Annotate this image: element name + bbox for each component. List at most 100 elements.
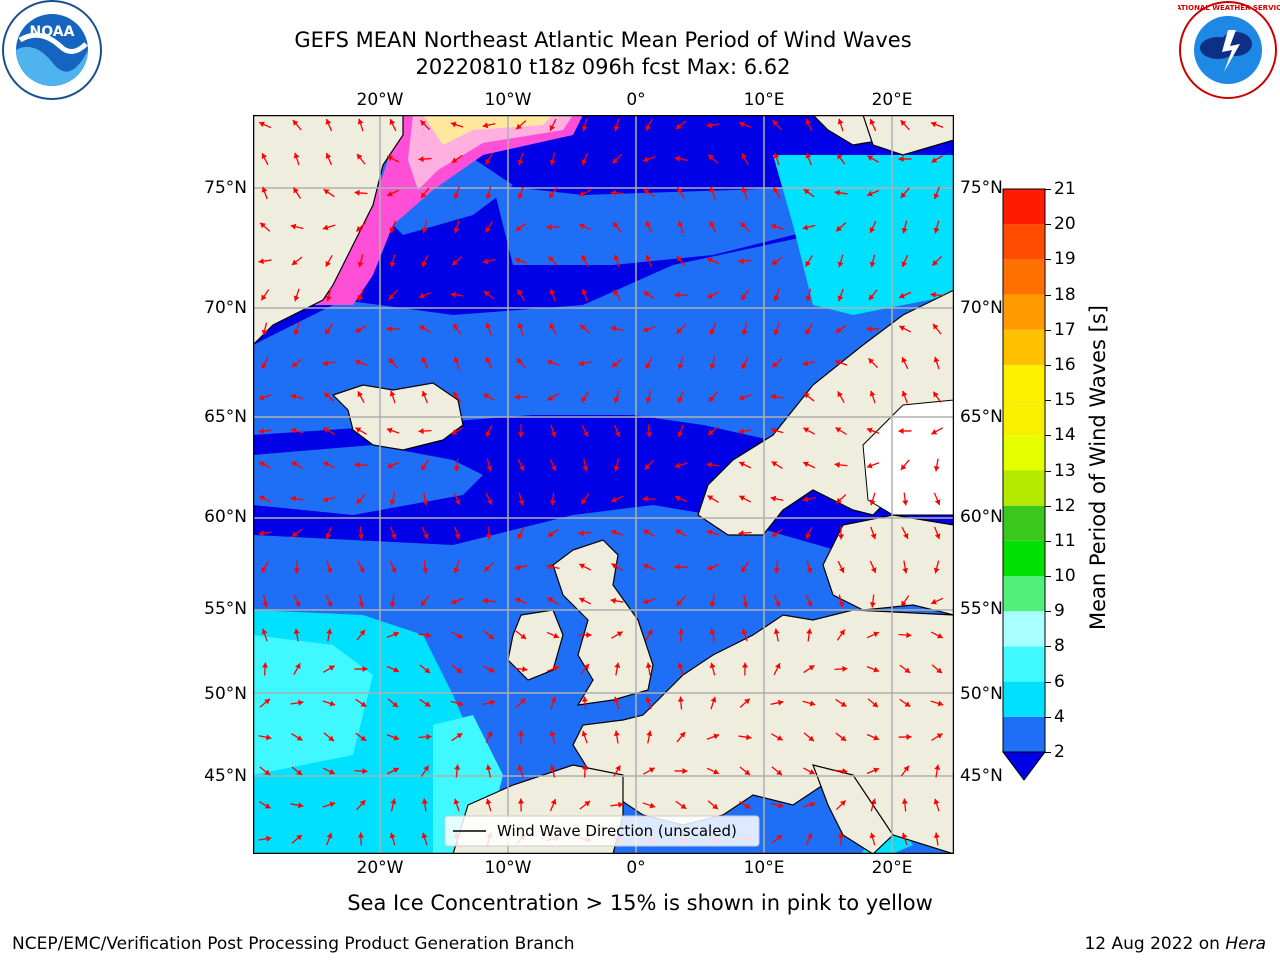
wind-wave-arrow [869,220,877,234]
lat-label-right: 70°N [960,298,1003,318]
colorbar-segment [1003,364,1045,401]
wind-wave-arrow [578,530,592,537]
lat-label-right: 60°N [960,507,1003,527]
wind-wave-arrow [676,731,686,743]
wind-wave-arrow [386,155,400,163]
wind-wave-arrow [645,356,653,370]
wind-wave-arrow [516,357,526,369]
map-subtitle: 20220810 t18z 096h fcst Max: 6.62 [415,55,791,79]
wind-wave-arrow [930,597,944,605]
wind-wave-arrow [581,696,588,710]
footer-date-text: 12 Aug 2022 on [1084,934,1226,954]
wind-wave-arrow [677,424,684,438]
wind-wave-arrow [290,393,304,400]
wind-wave-arrow [389,220,397,234]
wind-wave-arrow [898,156,912,163]
wind-wave-arrow [645,220,653,234]
colorbar-segment [1003,646,1045,682]
noaa-logo-text: NOAA [30,24,75,40]
wind-wave-arrow [806,560,813,574]
wind-wave-arrow [386,427,400,434]
wind-wave-arrow [674,495,688,503]
wind-wave-arrow [550,696,557,710]
wind-wave-arrow [323,392,335,402]
wind-wave-arrow [707,800,719,810]
wind-wave-arrow [290,495,304,502]
wind-wave-arrow [292,119,302,131]
wind-wave-arrow [642,156,656,163]
lat-label-left: 65°N [204,407,247,427]
wind-wave-arrow [293,288,300,302]
wind-wave-arrow [485,322,492,336]
wind-wave-arrow [706,529,720,536]
wind-wave-arrow [326,560,333,574]
wind-wave-arrow [835,494,847,504]
lon-label-top: 0° [626,90,646,110]
lat-label-left: 70°N [204,298,247,318]
wind-wave-arrow [451,732,463,742]
wind-wave-arrow [291,461,303,469]
wind-wave-arrow [420,765,430,777]
wind-wave-arrow [835,222,847,232]
wind-wave-arrow [642,495,656,502]
wind-wave-arrow [933,186,940,200]
lon-label-top: 10°E [743,90,785,110]
wind-wave-arrow [482,393,496,401]
wind-wave-arrow [706,122,720,129]
wind-wave-arrow [258,394,272,401]
wind-wave-arrow [453,560,460,574]
wind-wave-arrow [291,256,303,266]
colorbar-tick-label: 16 [1054,354,1076,375]
wind-wave-arrow [898,632,912,639]
wind-wave-arrow [549,798,557,812]
wind-wave-arrow [738,530,752,537]
wind-wave-arrow [931,155,943,163]
wind-wave-arrow [579,324,591,334]
wind-wave-arrow [485,492,493,506]
wind-wave-arrow [771,733,783,741]
colorbar-segment [1003,505,1045,541]
wind-wave-arrow [454,526,461,540]
wind-wave-arrow [422,560,429,574]
wind-wave-arrow [292,187,302,199]
wind-wave-arrow [738,428,752,435]
wind-wave-arrow [485,730,493,744]
wind-wave-arrow [803,427,815,435]
wind-wave-arrow [709,356,716,370]
wind-wave-arrow [261,628,268,642]
wind-wave-arrow [901,390,908,404]
wind-wave-arrow [869,492,876,506]
colorbar-tick-label: 18 [1054,284,1076,305]
wind-wave-arrow [549,492,556,506]
wind-wave-arrow [324,323,334,335]
wind-wave-arrow [933,832,940,846]
wind-wave-arrow [549,458,557,472]
wind-wave-arrow [709,322,717,336]
wind-wave-arrow [645,629,653,641]
wind-wave-arrow [386,734,400,741]
wind-wave-arrow [485,764,492,778]
wind-wave-arrow [770,427,784,434]
wind-wave-arrow [869,118,877,132]
wind-wave-arrow [293,594,301,608]
wind-wave-arrow [293,322,300,336]
wind-wave-arrow [709,220,717,234]
wind-wave-arrow [420,459,430,471]
wind-wave-arrow [771,766,783,776]
wind-wave-arrow [710,696,717,710]
wind-wave-arrow [707,154,719,164]
wind-wave-arrow [546,359,560,366]
wind-wave-arrow [486,458,493,472]
wind-wave-arrow [674,563,688,570]
wind-wave-arrow [676,595,686,607]
wind-wave-arrow [866,733,880,741]
colorbar-tick-label: 17 [1054,319,1076,340]
colorbar-segment [1003,400,1045,436]
wind-wave-arrow [422,492,429,506]
wind-wave-arrow [325,288,332,302]
colorbar-tick-mark [1045,259,1051,261]
wind-wave-arrow [548,187,558,199]
wind-wave-arrow [420,595,430,607]
footer-host: Hera [1225,934,1266,954]
wind-wave-arrow [837,391,845,403]
